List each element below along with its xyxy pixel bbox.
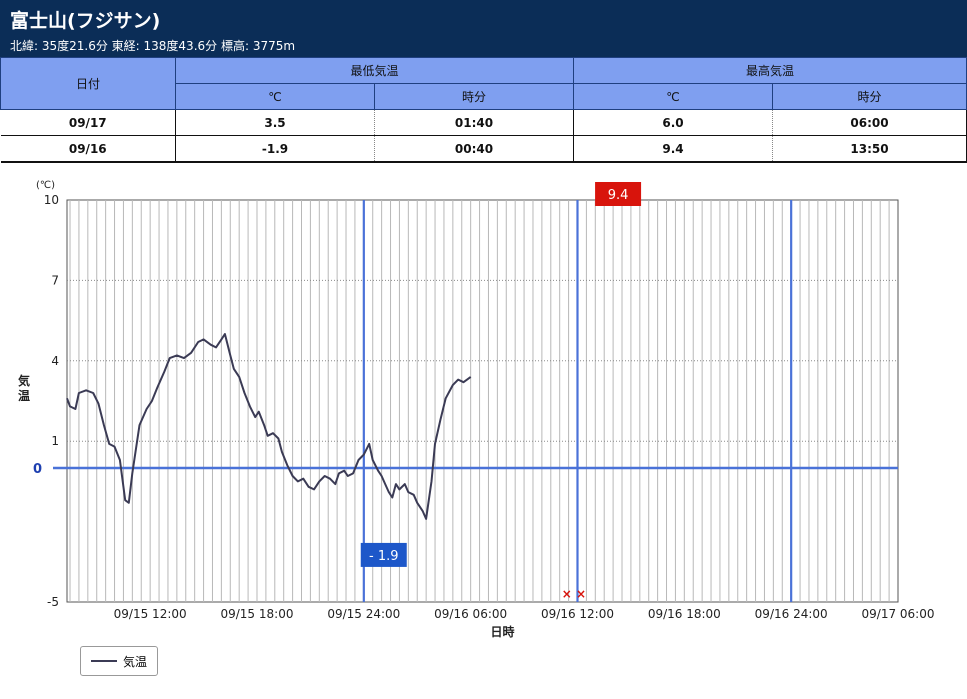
annotation-label: - 1.9 (369, 549, 399, 564)
y-tick-label: 1 (51, 434, 59, 448)
y-axis-label-char: 気 (18, 373, 30, 388)
row-date: 09/17 (0, 109, 176, 136)
table-row: 09/17 3.5 01:40 6.0 06:00 (0, 109, 967, 136)
missing-data-marker: × (576, 587, 586, 601)
x-tick-label: 09/16 18:00 (648, 607, 721, 621)
table-row: 09/16 -1.9 00:40 9.4 13:50 (0, 135, 967, 163)
annotation-box (595, 182, 642, 206)
annotation-box (360, 542, 407, 567)
chart-legend: 気温 (80, 646, 158, 676)
y-tick-label: 7 (51, 273, 59, 287)
min-time-header: 時分 (374, 83, 574, 110)
x-tick-label: 09/16 24:00 (755, 607, 828, 621)
min-unit-header: ℃ (175, 83, 375, 110)
y-axis-label-char: 温 (18, 389, 30, 403)
y-tick-label: 10 (44, 193, 59, 207)
annotation-label: 9.4 (608, 188, 629, 203)
min-temp-header: 最低気温 (175, 57, 574, 84)
max-time-header: 時分 (772, 83, 967, 110)
x-tick-label: 09/16 12:00 (541, 607, 614, 621)
y-tick-label: -5 (47, 595, 59, 609)
max-temp-header: 最高気温 (573, 57, 967, 84)
row-max-temp: 6.0 (573, 109, 773, 136)
series-line-temperature (66, 333, 472, 520)
legend-line-swatch (91, 660, 117, 662)
max-unit-header: ℃ (573, 83, 773, 110)
station-location: 北緯: 35度21.6分 東経: 138度43.6分 標高: 3775m (10, 39, 296, 53)
row-max-time: 06:00 (772, 109, 967, 136)
x-tick-label: 09/16 06:00 (434, 607, 507, 621)
temperature-line-chart: -5 1 4 7 10 (℃) 気温 0 09/15 12:00 09/15 18:00 09/15… (18, 180, 935, 639)
x-tick-label: 09/17 06:00 (862, 607, 935, 621)
row-min-time: 01:40 (374, 109, 574, 136)
y-tick-label: 4 (51, 354, 59, 368)
x-tick-label: 09/15 18:00 (220, 607, 293, 621)
station-header: 富士山(フジサン) 北緯: 35度21.6分 東経: 138度43.6分 標高:… (0, 0, 967, 57)
zero-label: 0 (33, 462, 42, 477)
x-tick-label: 09/15 12:00 (114, 607, 187, 621)
row-max-time: 13:50 (772, 135, 967, 163)
row-max-temp: 9.4 (573, 135, 773, 163)
missing-data-marker: × (562, 587, 572, 601)
plot-frame (66, 199, 899, 603)
legend-label: 気温 (123, 655, 148, 669)
temperature-summary-table: 日付 最低気温 最高気温 ℃ 時分 ℃ 時分 09/17 3.5 01:40 6… (0, 57, 967, 163)
x-axis-label: 日時 (490, 624, 514, 639)
row-min-time: 00:40 (374, 135, 574, 163)
row-min-temp: 3.5 (175, 109, 375, 136)
row-min-temp: -1.9 (175, 135, 375, 163)
station-name: 富士山(フジサン) (10, 10, 161, 32)
date-column-header: 日付 (0, 57, 176, 110)
y-unit-label: (℃) (36, 180, 55, 191)
x-tick-label: 09/15 24:00 (327, 607, 400, 621)
row-date: 09/16 (0, 135, 176, 163)
